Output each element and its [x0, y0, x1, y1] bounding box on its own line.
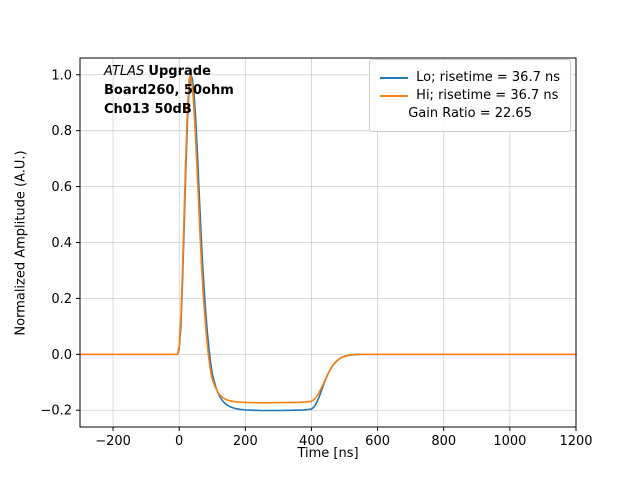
y-tick-label: −0.2 [40, 404, 72, 419]
y-tick-label: 0.8 [51, 124, 72, 139]
x-tick-label: 0 [175, 434, 183, 449]
plot-annotation: ATLAS Upgrade Board260, 50ohm Ch013 50dB [104, 62, 234, 119]
x-axis-label: Time [ns] [297, 446, 359, 461]
y-tick-label: 0.4 [51, 236, 72, 251]
legend-entry-hi: Hi; risetime = 36.7 ns [380, 88, 560, 103]
y-tick-label: 1.0 [51, 68, 72, 83]
x-tick-label: 1000 [493, 434, 526, 449]
x-tick-label: 600 [365, 434, 390, 449]
legend-label-gain-ratio: Gain Ratio = 22.65 [408, 106, 532, 121]
series-line-hi [79, 74, 577, 404]
x-tick-label: 400 [299, 434, 324, 449]
annotation-line-1: ATLAS Upgrade [104, 62, 234, 81]
legend: Lo; risetime = 36.7 ns Hi; risetime = 36… [369, 59, 571, 132]
y-tick-label: 0.2 [51, 292, 72, 307]
legend-line-lo-icon [380, 76, 409, 79]
legend-label-lo: Lo; risetime = 36.7 ns [416, 70, 560, 85]
legend-line-hi-icon [380, 94, 409, 97]
annotation-line-3: Ch013 50dB [104, 102, 192, 117]
y-axis-label: Normalized Amplitude (A.U.) [13, 150, 29, 336]
x-tick-label: 800 [431, 434, 456, 449]
annotation-upgrade: Upgrade [148, 64, 211, 79]
legend-entry-gain-ratio: Gain Ratio = 22.65 [380, 106, 560, 121]
annotation-atlas: ATLAS [104, 64, 145, 79]
y-tick-label: 0.6 [51, 180, 72, 195]
x-tick-label: 1200 [559, 434, 592, 449]
annotation-line-2: Board260, 50ohm [104, 83, 234, 98]
x-tick-label: 200 [233, 434, 258, 449]
y-tick-label: 0.0 [51, 348, 72, 363]
x-tick-label: −200 [95, 434, 131, 449]
legend-label-hi: Hi; risetime = 36.7 ns [416, 88, 559, 103]
legend-entry-lo: Lo; risetime = 36.7 ns [380, 70, 560, 85]
